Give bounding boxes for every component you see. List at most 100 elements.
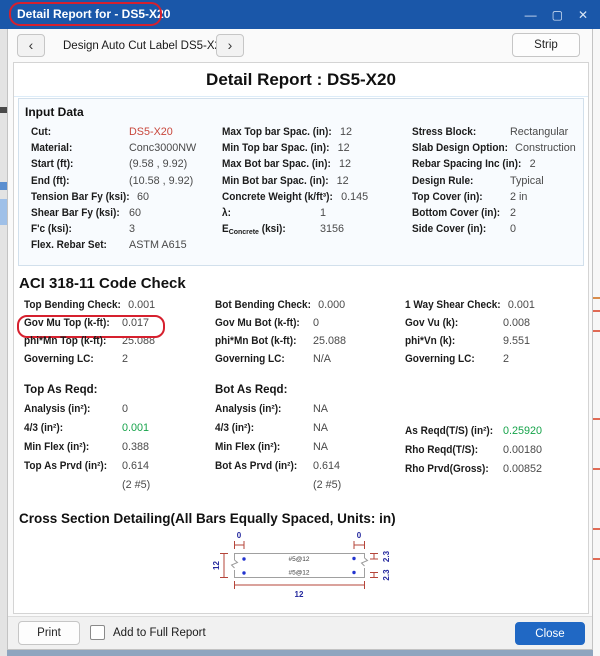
break-mark-right (360, 557, 369, 567)
field-value: 9.551 (503, 335, 531, 348)
field-row: phi*Mn Top (k-ft): 25.088 (24, 335, 215, 353)
field-label: phi*Mn Bot (k-ft): (215, 335, 297, 348)
field-value: 60 (137, 190, 150, 203)
field-row: (2 #5) (215, 479, 405, 498)
field-row: Bottom Cover (in): 2 (412, 207, 583, 223)
field-value: (2 #5) (122, 478, 151, 491)
field-label: Bot Bending Check: (215, 298, 311, 311)
field-label: EConcrete (ksi): (222, 223, 286, 237)
field-label: As Reqd(T/S) (in²): (405, 424, 494, 437)
field-value: 0.017 (122, 316, 150, 329)
field-row: End (ft): (10.58 , 9.92) (31, 175, 222, 191)
field-value: 2 (510, 206, 517, 219)
print-button[interactable]: Print (18, 621, 80, 645)
field-value: NA (313, 421, 328, 434)
field-row: Material: Conc3000NW (31, 142, 222, 158)
field-label: phi*Mn Top (k-ft): (24, 335, 107, 348)
field-value: 2 (503, 353, 510, 366)
field-label: Stress Block: (412, 126, 477, 138)
as-reqd-grid: Top As Reqd: Analysis (in²): 0 4/3 (in²)… (18, 384, 584, 498)
field-value: 1 (320, 206, 327, 219)
field-row: Min Flex (in²): 0.388 (24, 441, 215, 460)
field-value: NA (313, 402, 328, 415)
rebar-dots (242, 556, 356, 575)
field-value: 0 (122, 402, 129, 415)
titlebar[interactable]: Detail Report for - DS5-X20 — ▢ ✕ (0, 0, 600, 29)
field-row: Min Top bar Spac. (in): 12 (222, 142, 412, 158)
field-value: 0 (313, 316, 320, 329)
field-row: Gov Mu Top (k-ft): 0.017 (17, 314, 215, 339)
strip-button[interactable]: Strip (512, 33, 580, 57)
field-value: 0.00852 (503, 462, 543, 475)
aci-col3: 1 Way Shear Check: 0.001 Gov Vu (k): 0.0… (405, 299, 584, 372)
field-label: 1 Way Shear Check: (405, 298, 501, 311)
input-data-col1: Cut: DS5-X20 Material: Conc3000NW Start … (31, 126, 222, 256)
maximize-icon[interactable]: ▢ (551, 7, 563, 22)
field-label: 4/3 (in²): (24, 421, 64, 434)
close-button[interactable]: Close (515, 622, 585, 645)
prev-cut-button[interactable]: ‹ (17, 34, 45, 57)
field-value: 0.001 (507, 298, 535, 311)
field-row: EConcrete (ksi): 3156 (222, 223, 412, 239)
field-label: F'c (ksi): (31, 223, 72, 236)
field-row: Governing LC: N/A (215, 353, 405, 371)
background-mark (593, 468, 600, 470)
field-label: Rebar Spacing Inc (in): (412, 158, 522, 171)
field-label: End (ft): (31, 174, 70, 187)
field-label: Gov Mu Bot (k-ft): (215, 316, 300, 329)
aci-check-heading: ACI 318-11 Code Check (19, 274, 186, 292)
field-row: phi*Vn (k): 9.551 (405, 335, 584, 353)
input-data-col2: Max Top bar Spac. (in): 12 Min Top bar S… (222, 126, 412, 256)
next-cut-button[interactable]: › (216, 34, 244, 57)
background-mark (593, 310, 600, 312)
field-label: Side Cover (in): (412, 223, 487, 236)
background-app-left (0, 29, 7, 656)
input-data-heading: Input Data (25, 105, 84, 119)
field-value: 0.001 (128, 298, 156, 311)
field-label: Governing LC: (405, 353, 475, 366)
field-label: Concrete Weight (k/ft³): (222, 190, 333, 203)
field-row: Gov Vu (k): 0.008 (405, 317, 584, 335)
field-label: Rho Prvd(Gross): (405, 462, 489, 475)
field-value: 2 (122, 353, 129, 366)
field-row: Governing LC: 2 (405, 353, 584, 371)
field-value: 0.000 (318, 298, 346, 311)
field-row: Cut: DS5-X20 (31, 126, 222, 142)
field-row: Min Bot bar Spac. (in): 12 (222, 175, 412, 191)
report-panel: Detail Report : DS5-X20 Input Data Cut: … (13, 62, 589, 614)
close-icon[interactable]: ✕ (577, 7, 588, 22)
field-label: Flex. Rebar Set: (31, 239, 107, 252)
ts-reqd-col: As Reqd(T/S) (in²): 0.25920 Rho Reqd(T/S… (405, 384, 584, 498)
field-row: 4/3 (in²): NA (215, 422, 405, 441)
dim-left: 12 (212, 560, 221, 569)
field-value: Rectangular (510, 126, 569, 138)
section-outline (234, 552, 365, 578)
dialog-footer: Print Add to Full Report Close (8, 616, 592, 649)
dimension-lines (220, 540, 378, 589)
detail-report-dialog: ‹ Design Auto Cut Label DS5-X20 › Strip … (7, 29, 593, 650)
field-row: Concrete Weight (k/ft³): 0.145 (222, 191, 412, 207)
aci-col2: Bot Bending Check: 0.000 Gov Mu Bot (k-f… (215, 299, 405, 372)
field-value: 0.00180 (503, 443, 543, 456)
field-row: Max Top bar Spac. (in): 12 (222, 126, 412, 142)
field-value: 2 (529, 158, 536, 171)
field-row: 1 Way Shear Check: 0.001 (405, 299, 584, 317)
bot-as-reqd-heading: Bot As Reqd: (215, 383, 288, 396)
field-value: ASTM A615 (129, 239, 187, 252)
field-label: Gov Vu (k): (405, 316, 459, 329)
field-label: Rho Reqd(T/S): (405, 443, 479, 456)
field-row: Analysis (in²): NA (215, 403, 405, 422)
field-row: λ: 1 (222, 207, 412, 223)
field-row: Rebar Spacing Inc (in): 2 (412, 158, 583, 174)
add-to-report-checkbox[interactable] (90, 625, 105, 640)
field-label: λ: (222, 206, 231, 219)
minimize-icon[interactable]: — (524, 7, 537, 22)
field-label: Top Cover (in): (412, 190, 483, 203)
field-row: As Reqd(T/S) (in²): 0.25920 (405, 425, 584, 444)
field-value: 0 (510, 223, 517, 236)
field-value: 12 (338, 158, 351, 171)
field-row: Stress Block: Rectangular (412, 126, 583, 142)
background-mark (593, 418, 600, 420)
field-value: (10.58 , 9.92) (129, 174, 194, 187)
field-row: Shear Bar Fy (ksi): 60 (31, 207, 222, 223)
